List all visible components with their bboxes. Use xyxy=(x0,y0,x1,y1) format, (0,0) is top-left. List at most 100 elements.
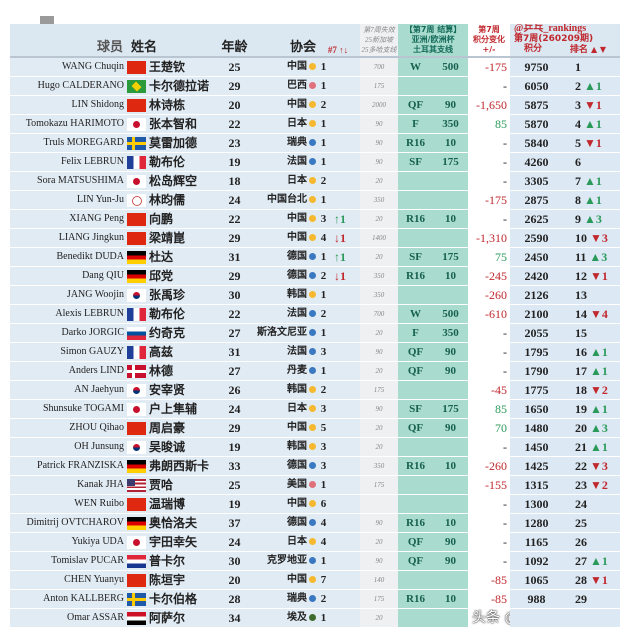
association: 中国 xyxy=(287,99,308,110)
association-rank-change xyxy=(331,570,361,590)
expiring-points: 350 xyxy=(360,456,399,476)
rank: 12 xyxy=(575,269,588,283)
ranking-points: 2625 xyxy=(510,209,564,229)
rank-cell: 28 ▼1 xyxy=(563,570,621,590)
player-english-name: JANG Woojin xyxy=(10,285,127,305)
rank-cell: 15 xyxy=(563,323,621,343)
table-row: Shunsuke TOGAMI 户上隼辅 24 日本 3 90 SF 175 85 1650 19 … xyxy=(10,399,621,419)
continent-dot-icon xyxy=(309,271,317,279)
player-english-name: OH Junsung xyxy=(10,437,127,457)
association-cell: 中国 xyxy=(256,57,317,77)
table-row: LIN Yun-Ju 林昀儒 24 中国台北 1 350 -175 2875 8 ▲1 xyxy=(10,190,621,210)
player-english-name: WEN Ruibo xyxy=(10,494,127,514)
rank-change: ▲3 xyxy=(589,250,608,264)
header-event: 【第7周 结算】 亚洲/欧洲杯 土耳其支线 xyxy=(398,24,469,58)
association-cell: 巴西 xyxy=(256,76,317,96)
association-cell: 日本 xyxy=(256,532,317,552)
player-chinese-name: 卡尔伯格 xyxy=(147,589,214,609)
points-change: - xyxy=(468,513,511,533)
flag-fr-icon xyxy=(127,155,146,169)
player-age: 24 xyxy=(213,532,257,552)
table-row: JANG Woojin 张禹珍 30 韩国 1 350 -260 2126 13 xyxy=(10,285,621,305)
flag-us-icon xyxy=(127,478,146,492)
event-round: QF xyxy=(398,418,434,438)
event-round: SF xyxy=(398,247,434,267)
association-rank: 3 xyxy=(316,456,332,476)
rank: 21 xyxy=(575,440,588,454)
rank-cell: 7 ▲1 xyxy=(563,171,621,191)
table-row: LIN Shidong 林诗栋 20 中国 2 2000 QF 90 -1,650 5875 3 ▼… xyxy=(10,95,621,115)
table-body: WANG Chuqin 王楚钦 25 中国 1 700 W 500 -175 9750 1 Hugo… xyxy=(10,57,621,628)
association-rank: 2 xyxy=(316,380,332,400)
continent-dot-icon xyxy=(309,290,317,298)
association: 美国 xyxy=(287,479,308,490)
association-cell: 克罗地亚 xyxy=(256,551,317,571)
table-row: Simon GAUZY 高兹 31 法国 3 90 QF 90-1795 16 ▲1 xyxy=(10,342,621,362)
player-english-name: LIN Yun-Ju xyxy=(10,190,127,210)
flag-de-icon xyxy=(127,516,146,530)
expiring-points: 700 xyxy=(360,304,399,324)
points-change: -155 xyxy=(468,475,511,495)
player-age: 22 xyxy=(213,304,257,324)
points-change: 85 xyxy=(468,399,511,419)
flag-cell xyxy=(127,342,147,362)
rank-cell: 19 ▲1 xyxy=(563,399,621,419)
flag-cn-icon xyxy=(127,421,146,435)
points-change-cell: 头条 @赛场观察者 xyxy=(468,608,511,628)
association-rank-change xyxy=(331,342,361,362)
flag-eg-icon xyxy=(127,611,146,625)
ranking-points: 1795 xyxy=(510,342,564,362)
flag-jp-icon xyxy=(127,402,146,416)
watermark: 头条 @赛场观察者 xyxy=(472,610,510,626)
association: 法国 xyxy=(287,308,308,319)
header-ranking: @乒乓_rankings 第7周(260209期) 积分 排名 ▲ ▼ xyxy=(510,24,621,58)
event-points: 90 xyxy=(433,361,469,381)
ranking-points: 988 xyxy=(510,589,564,609)
table-row: Patrick FRANZISKA 弗朗西斯卡 33 德国 3 350 R16 10 -260 1… xyxy=(10,456,621,476)
flag-cell xyxy=(127,285,147,305)
rank: 1 xyxy=(575,60,582,74)
player-age: 24 xyxy=(213,190,257,210)
header-age: 年龄 xyxy=(213,24,257,58)
player-age: 33 xyxy=(213,456,257,476)
continent-dot-icon xyxy=(309,613,317,621)
association-cell: 法国 xyxy=(256,304,317,324)
player-chinese-name: 约奇克 xyxy=(147,323,214,343)
player-chinese-name: 卡尔德拉诺 xyxy=(147,76,214,96)
player-age: 34 xyxy=(213,608,257,628)
flag-fr-icon xyxy=(127,345,146,359)
event-points: 175 xyxy=(433,399,469,419)
player-english-name: XIANG Peng xyxy=(10,209,127,229)
rank-change: ▲1 xyxy=(590,554,608,568)
points-change: -1,310 xyxy=(468,228,511,248)
rank-cell: 18 ▼2 xyxy=(563,380,621,400)
table-row: Tomokazu HARIMOTO 张本智和 22 日本 1 90 F 350 85 5870 4 … xyxy=(10,114,621,134)
event-round xyxy=(398,190,434,210)
points-change: - xyxy=(468,361,511,381)
player-age: 28 xyxy=(213,589,257,609)
association-rank: 3 xyxy=(316,342,332,362)
points-change: - xyxy=(468,551,511,571)
association-rank: 2 xyxy=(316,266,332,286)
ranking-points: 4260 xyxy=(510,152,564,172)
event-round xyxy=(398,380,434,400)
continent-dot-icon xyxy=(309,594,317,602)
continent-dot-icon xyxy=(309,347,317,355)
flag-dk-icon xyxy=(127,364,146,378)
flag-cn-icon xyxy=(127,573,146,587)
rank-cell: 17 ▲1 xyxy=(563,361,621,381)
association-rank: 1 xyxy=(316,323,332,343)
table-row: ZHOU Qihao 周启豪 29 中国 5 20 QF 90 70 1480 20 ▲3 xyxy=(10,418,621,438)
expiring-points: 90 xyxy=(360,152,399,172)
association: 德国 xyxy=(287,270,308,281)
event-round xyxy=(398,494,434,514)
association: 日本 xyxy=(287,118,308,129)
player-age: 19 xyxy=(213,437,257,457)
points-change: - xyxy=(468,532,511,552)
event-points xyxy=(433,570,469,590)
expiring-points: 90 xyxy=(360,399,399,419)
points-change: -260 xyxy=(468,456,511,476)
player-english-name: Shunsuke TOGAMI xyxy=(10,399,127,419)
table-row: CHEN Yuanyu 陈垣宇 20 中国 7 140 -85 1065 28 ▼1 xyxy=(10,570,621,590)
rank-change: ▼1 xyxy=(590,269,608,283)
